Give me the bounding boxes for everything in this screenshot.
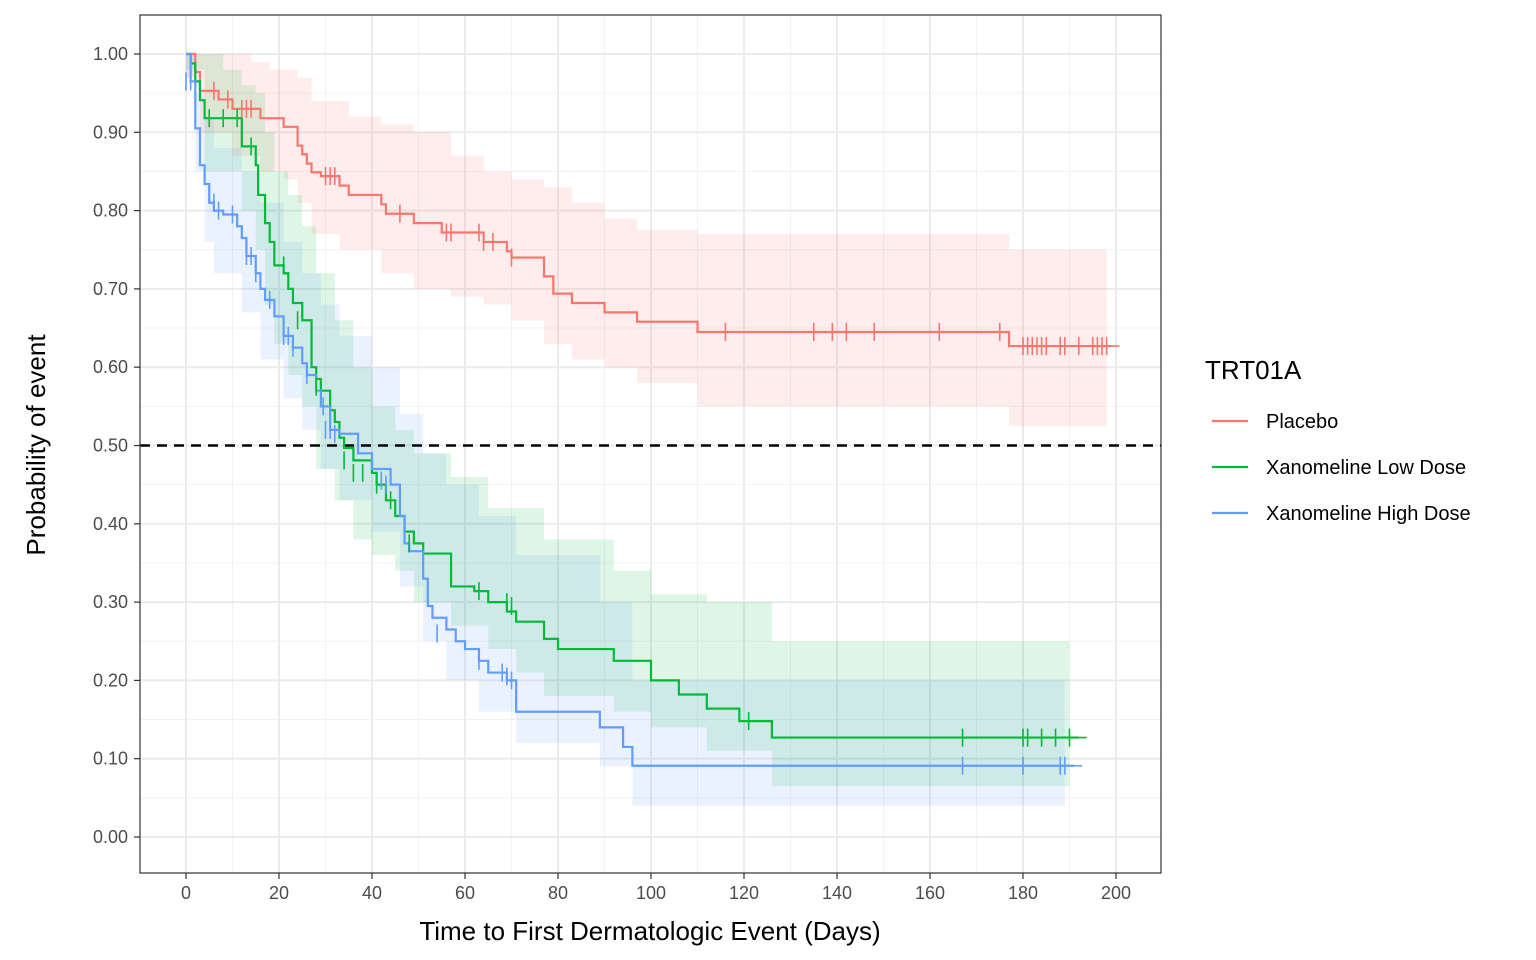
legend: TRT01A Placebo Xanomeline Low Dose Xanomel… xyxy=(1205,355,1471,525)
y-axis-title: Probability of event xyxy=(21,334,51,556)
y-tick-label: 0.30 xyxy=(93,592,128,612)
survival-lines xyxy=(186,52,1112,767)
axes: 0 20 40 60 80 100 120 140 160 180 200 0.00 0.10 0.20 0… xyxy=(93,44,1131,903)
survival-line-placebo xyxy=(186,52,1112,348)
x-tick-label: 140 xyxy=(822,883,852,903)
survival-line-xanomeline-low-dose xyxy=(186,52,1079,739)
x-tick-label: 0 xyxy=(181,883,191,903)
x-tick-label: 160 xyxy=(915,883,945,903)
legend-label-xanomeline-high-dose: Xanomeline High Dose xyxy=(1266,503,1471,525)
survival-line-xanomeline-high-dose xyxy=(186,52,1075,767)
legend-items: Placebo Xanomeline Low Dose Xanomeline Hig… xyxy=(1212,411,1471,525)
legend-title: TRT01A xyxy=(1205,355,1302,385)
confidence-band-xanomeline-high-dose xyxy=(186,54,1065,806)
y-tick-label: 0.20 xyxy=(93,670,128,690)
confidence-band-xanomeline-low-dose xyxy=(186,54,1070,787)
x-tick-label: 200 xyxy=(1101,883,1131,903)
x-tick-label: 120 xyxy=(729,883,759,903)
y-tick-label: 1.00 xyxy=(93,44,128,64)
y-tick-label: 0.80 xyxy=(93,201,128,221)
x-tick-label: 40 xyxy=(362,883,382,903)
y-tick-label: 0.10 xyxy=(93,749,128,769)
x-tick-label: 180 xyxy=(1008,883,1038,903)
x-tick-label: 60 xyxy=(455,883,475,903)
y-tick-label: 0.90 xyxy=(93,122,128,142)
y-tick-label: 0.60 xyxy=(93,357,128,377)
grid-layer xyxy=(140,15,1161,873)
x-axis-title: Time to First Dermatologic Event (Days) xyxy=(419,916,880,946)
x-tick-label: 20 xyxy=(269,883,289,903)
x-tick-label: 80 xyxy=(548,883,568,903)
legend-label-placebo: Placebo xyxy=(1266,411,1338,433)
y-tick-label: 0.70 xyxy=(93,279,128,299)
y-tick-label: 0.50 xyxy=(93,436,128,456)
y-tick-label: 0.40 xyxy=(93,514,128,534)
censor-marks xyxy=(185,72,1120,775)
x-tick-label: 100 xyxy=(636,883,666,903)
y-tick-label: 0.00 xyxy=(93,827,128,847)
legend-label-xanomeline-low-dose: Xanomeline Low Dose xyxy=(1266,457,1466,479)
